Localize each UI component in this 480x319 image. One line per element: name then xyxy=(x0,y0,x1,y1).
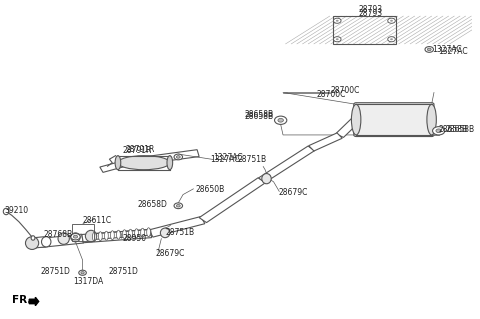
Text: 1327AC: 1327AC xyxy=(432,45,462,54)
Text: 28768B: 28768B xyxy=(44,230,73,239)
Polygon shape xyxy=(309,133,342,151)
Polygon shape xyxy=(149,217,205,237)
Ellipse shape xyxy=(135,229,138,238)
Circle shape xyxy=(390,38,393,40)
Circle shape xyxy=(176,156,180,158)
Circle shape xyxy=(176,204,180,207)
Circle shape xyxy=(388,18,396,23)
Text: 28950: 28950 xyxy=(123,234,147,243)
FancyBboxPatch shape xyxy=(333,16,396,44)
Ellipse shape xyxy=(117,230,120,239)
Text: 28611C: 28611C xyxy=(83,216,112,225)
Circle shape xyxy=(336,38,339,40)
Text: FR.: FR. xyxy=(12,295,31,305)
Text: 28791R: 28791R xyxy=(125,145,155,154)
Ellipse shape xyxy=(427,104,436,135)
Ellipse shape xyxy=(98,232,102,241)
Circle shape xyxy=(436,129,442,133)
Circle shape xyxy=(388,37,396,42)
Ellipse shape xyxy=(25,237,39,249)
Text: 28791R: 28791R xyxy=(123,146,152,155)
Text: 39210: 39210 xyxy=(5,206,29,215)
Ellipse shape xyxy=(110,231,114,240)
Ellipse shape xyxy=(115,156,121,170)
Circle shape xyxy=(275,116,287,124)
Polygon shape xyxy=(38,234,84,248)
Circle shape xyxy=(174,203,182,209)
Text: 28700C: 28700C xyxy=(330,86,360,95)
Polygon shape xyxy=(259,146,314,182)
Polygon shape xyxy=(100,160,129,172)
Text: 28658D: 28658D xyxy=(138,200,168,209)
Circle shape xyxy=(71,234,80,240)
Ellipse shape xyxy=(262,174,271,184)
Text: 1327AC: 1327AC xyxy=(439,47,468,56)
Text: 28679C: 28679C xyxy=(156,249,185,258)
Text: 1327AC: 1327AC xyxy=(210,155,240,164)
Circle shape xyxy=(390,20,393,22)
Text: 1317DA: 1317DA xyxy=(73,277,103,286)
FancyBboxPatch shape xyxy=(354,103,434,137)
Text: 28751B: 28751B xyxy=(165,228,194,237)
Text: 28658B: 28658B xyxy=(244,110,274,119)
Text: 28793: 28793 xyxy=(359,9,383,18)
Circle shape xyxy=(79,270,86,275)
Ellipse shape xyxy=(85,230,96,242)
Text: 28793: 28793 xyxy=(359,5,383,14)
Text: 28751D: 28751D xyxy=(40,267,70,276)
Ellipse shape xyxy=(93,232,96,241)
Ellipse shape xyxy=(58,233,69,244)
Ellipse shape xyxy=(118,156,170,170)
Circle shape xyxy=(73,235,78,238)
Polygon shape xyxy=(126,150,199,166)
Polygon shape xyxy=(336,118,360,137)
Ellipse shape xyxy=(122,230,126,239)
Circle shape xyxy=(334,37,341,42)
Text: 28700C: 28700C xyxy=(316,90,346,99)
Ellipse shape xyxy=(141,228,144,237)
Circle shape xyxy=(336,20,339,22)
Circle shape xyxy=(432,127,445,135)
Circle shape xyxy=(278,118,283,122)
Ellipse shape xyxy=(105,231,108,240)
Circle shape xyxy=(425,47,433,52)
Ellipse shape xyxy=(160,228,170,238)
Text: 28658B: 28658B xyxy=(445,125,474,134)
Circle shape xyxy=(334,18,341,23)
Ellipse shape xyxy=(31,236,35,240)
Ellipse shape xyxy=(129,229,132,238)
Ellipse shape xyxy=(167,156,173,170)
Ellipse shape xyxy=(147,228,150,237)
Circle shape xyxy=(174,154,182,160)
Polygon shape xyxy=(82,229,152,243)
Circle shape xyxy=(81,271,84,274)
Circle shape xyxy=(427,48,431,51)
Text: 28650B: 28650B xyxy=(196,185,225,194)
Polygon shape xyxy=(31,237,46,248)
Text: 1327AC: 1327AC xyxy=(213,153,243,162)
Text: 28751D: 28751D xyxy=(108,267,138,276)
Polygon shape xyxy=(199,178,265,223)
Ellipse shape xyxy=(41,237,51,247)
Ellipse shape xyxy=(3,208,9,215)
Text: 28751B: 28751B xyxy=(238,155,266,164)
Ellipse shape xyxy=(351,104,361,135)
Polygon shape xyxy=(29,297,39,306)
Text: 28658B: 28658B xyxy=(439,125,468,134)
Ellipse shape xyxy=(71,233,80,242)
Text: 28658B: 28658B xyxy=(244,112,274,121)
Text: 28679C: 28679C xyxy=(278,189,308,197)
